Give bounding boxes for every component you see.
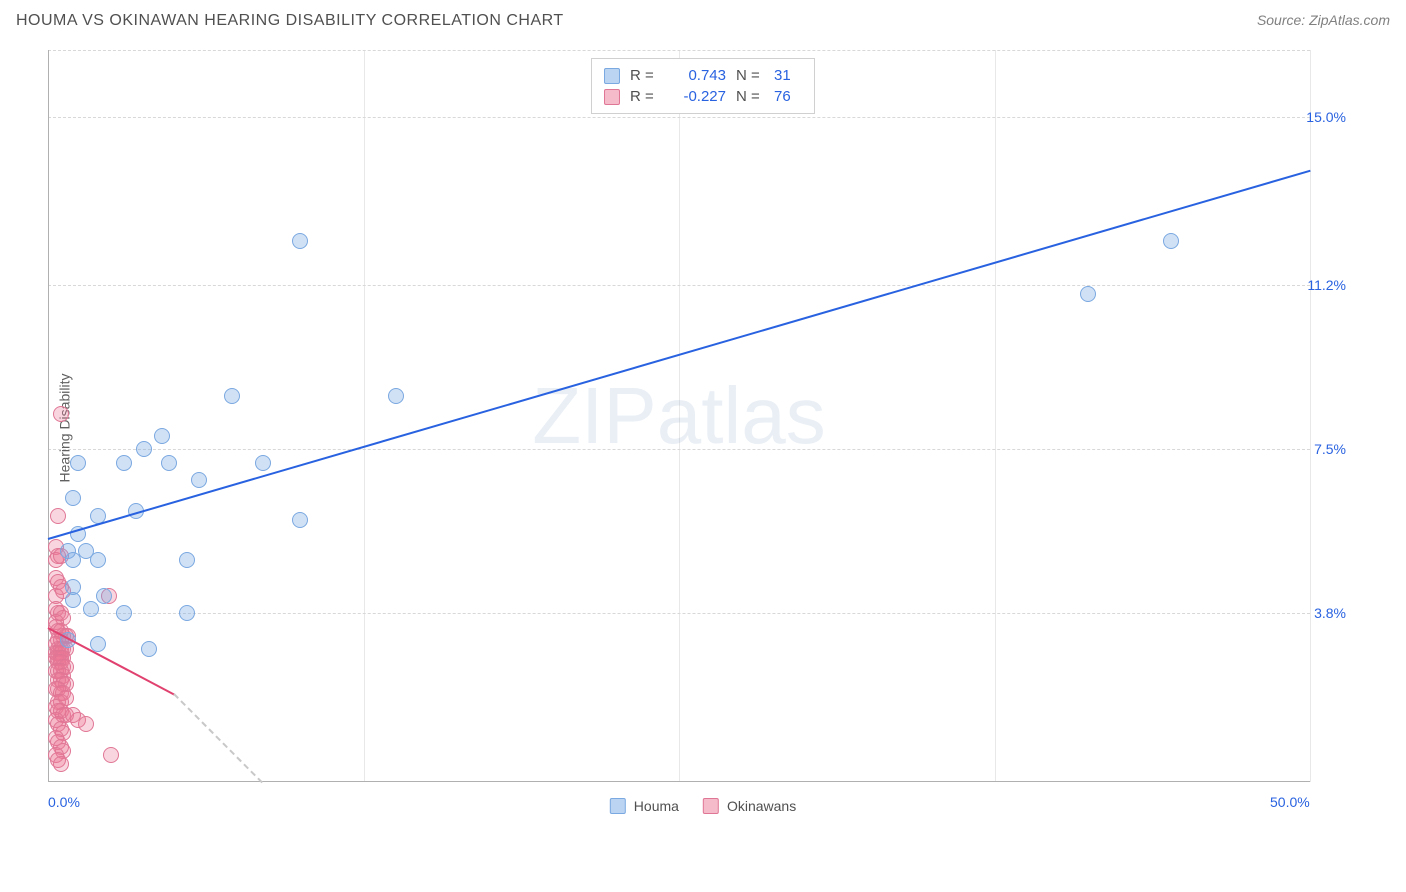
scatter-dot-blue — [141, 641, 157, 657]
scatter-dot-blue — [388, 388, 404, 404]
stat-n-label: N = — [736, 67, 764, 84]
x-tick-label: 0.0% — [48, 794, 80, 810]
stats-legend-box: R = 0.743 N = 31 R = -0.227 N = 76 — [591, 58, 815, 114]
scatter-dot-blue — [65, 592, 81, 608]
scatter-dot-blue — [255, 455, 271, 471]
watermark-atlas: atlas — [657, 371, 826, 460]
scatter-dot-blue — [179, 605, 195, 621]
scatter-dot-blue — [96, 588, 112, 604]
y-tick-label: 11.2% — [1307, 277, 1346, 293]
legend-label: Okinawans — [727, 798, 796, 814]
y-tick-label: 7.5% — [1314, 441, 1346, 457]
scatter-dot-blue — [136, 441, 152, 457]
scatter-dot-pink — [53, 756, 69, 772]
scatter-dot-pink — [103, 747, 119, 763]
scatter-dot-blue — [154, 428, 170, 444]
scatter-dot-blue — [191, 472, 207, 488]
plot-region: ZIPatlas — [48, 50, 1310, 782]
gridline-v — [1310, 50, 1311, 782]
watermark-zip: ZIP — [532, 371, 656, 460]
stat-r-label: R = — [630, 67, 658, 84]
scatter-dot-blue — [116, 605, 132, 621]
scatter-dot-blue — [292, 512, 308, 528]
scatter-dot-blue — [70, 455, 86, 471]
scatter-dot-blue — [65, 490, 81, 506]
scatter-dot-blue — [1080, 286, 1096, 302]
scatter-dot-blue — [116, 455, 132, 471]
stat-n-value: 31 — [774, 67, 802, 84]
legend-label: Houma — [634, 798, 679, 814]
chart-title: HOUMA VS OKINAWAN HEARING DISABILITY COR… — [16, 12, 564, 30]
stat-n-value: 76 — [774, 88, 802, 105]
y-tick-label: 3.8% — [1314, 605, 1346, 621]
chart-area: ZIPatlas R = 0.743 N = 31 R = -0.227 N =… — [48, 50, 1358, 820]
trend-line-dash — [173, 694, 263, 784]
legend-item-houma: Houma — [610, 798, 679, 814]
stat-r-value: 0.743 — [668, 67, 726, 84]
stat-n-label: N = — [736, 88, 764, 105]
stats-row-okinawans: R = -0.227 N = 76 — [604, 86, 802, 107]
scatter-dot-blue — [224, 388, 240, 404]
chart-header: HOUMA VS OKINAWAN HEARING DISABILITY COR… — [16, 12, 1390, 30]
stats-row-houma: R = 0.743 N = 31 — [604, 65, 802, 86]
swatch-pink-icon — [703, 798, 719, 814]
scatter-dot-blue — [1163, 233, 1179, 249]
scatter-dot-blue — [292, 233, 308, 249]
swatch-blue-icon — [604, 68, 620, 84]
chart-source: Source: ZipAtlas.com — [1257, 12, 1390, 28]
x-tick-label: 50.0% — [1270, 794, 1310, 810]
scatter-dot-blue — [161, 455, 177, 471]
scatter-dot-pink — [53, 406, 69, 422]
bottom-legend: Houma Okinawans — [610, 798, 796, 814]
scatter-dot-pink — [50, 508, 66, 524]
scatter-dot-pink — [78, 716, 94, 732]
trend-line-blue — [48, 170, 1311, 540]
y-tick-label: 15.0% — [1306, 109, 1346, 125]
stat-r-value: -0.227 — [668, 88, 726, 105]
stat-r-label: R = — [630, 88, 658, 105]
scatter-dot-blue — [179, 552, 195, 568]
legend-item-okinawans: Okinawans — [703, 798, 796, 814]
swatch-blue-icon — [610, 798, 626, 814]
swatch-pink-icon — [604, 89, 620, 105]
scatter-dot-blue — [90, 552, 106, 568]
scatter-dot-blue — [83, 601, 99, 617]
